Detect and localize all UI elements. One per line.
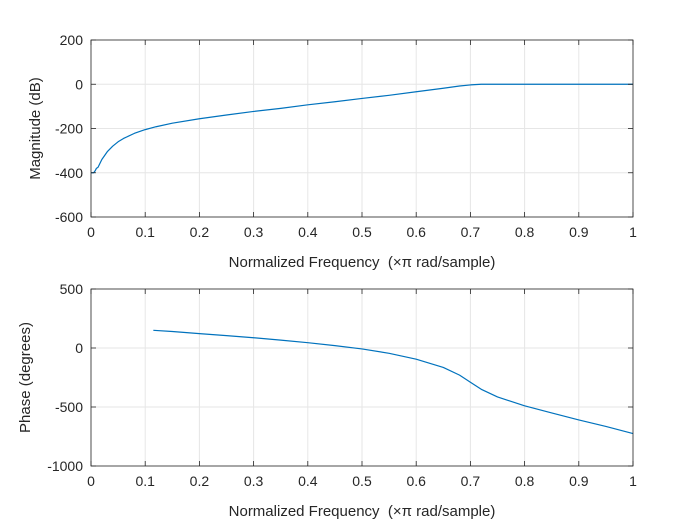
phase-line <box>153 329 634 435</box>
magnitude-x-tick-label: 0.8 <box>515 224 535 240</box>
magnitude-y-tick-label: -600 <box>55 209 83 225</box>
magnitude-x-tick-label: 1 <box>629 224 637 240</box>
phase-x-tick-label: 0.3 <box>244 473 264 489</box>
phase-x-tick-label: 0.8 <box>515 473 535 489</box>
magnitude-ticks: 0 0.1 0.2 0.3 0.4 0.5 0.6 0.7 0.8 0.9 1 -600 -400 -20… <box>55 32 637 240</box>
magnitude-x-tick-label: 0.2 <box>190 224 210 240</box>
magnitude-x-tick-label: 0.9 <box>569 224 589 240</box>
phase-y-tick-label: 0 <box>75 340 83 356</box>
phase-x-tick-label: 0.4 <box>298 473 318 489</box>
magnitude-x-tick-label: 0 <box>87 224 95 240</box>
phase-series <box>153 329 634 435</box>
phase-x-tick-label: 0.1 <box>135 473 155 489</box>
phase-x-tick-label: 0.7 <box>461 473 481 489</box>
magnitude-y-axis-label: Magnitude (dB) <box>27 77 44 180</box>
magnitude-y-tick-label: -400 <box>55 165 83 181</box>
phase-x-tick-label: 0 <box>87 473 95 489</box>
phase-ticks: 0 0.1 0.2 0.3 0.4 0.5 0.6 0.7 0.8 0.9 1 -1000 -500 0 5… <box>47 281 637 489</box>
phase-y-axis-label: Phase (degrees) <box>17 322 34 433</box>
magnitude-x-tick-label: 0.5 <box>352 224 372 240</box>
magnitude-line <box>91 83 633 174</box>
magnitude-y-tick-label: -200 <box>55 121 83 137</box>
magnitude-x-tick-label: 0.1 <box>135 224 155 240</box>
magnitude-y-tick-label: 200 <box>60 32 84 48</box>
phase-axes: 0 0.1 0.2 0.3 0.4 0.5 0.6 0.7 0.8 0.9 1 -1000 -500 0 5… <box>17 281 637 520</box>
phase-x-axis-label: Normalized Frequency (×π rad/sample) <box>229 503 496 520</box>
phase-y-tick-label: -500 <box>55 399 83 415</box>
magnitude-x-tick-label: 0.4 <box>298 224 318 240</box>
magnitude-series <box>91 83 633 174</box>
phase-x-tick-label: 0.6 <box>406 473 426 489</box>
magnitude-axes: 0 0.1 0.2 0.3 0.4 0.5 0.6 0.7 0.8 0.9 1 -600 -400 -20… <box>27 32 637 271</box>
magnitude-x-tick-label: 0.7 <box>461 224 481 240</box>
phase-x-tick-label: 0.5 <box>352 473 372 489</box>
phase-x-tick-label: 0.9 <box>569 473 589 489</box>
magnitude-y-tick-label: 0 <box>75 76 83 92</box>
phase-x-tick-label: 1 <box>629 473 637 489</box>
phase-x-tick-label: 0.2 <box>190 473 210 489</box>
phase-y-tick-label: 500 <box>60 281 84 297</box>
magnitude-x-tick-label: 0.6 <box>406 224 426 240</box>
phase-y-tick-label: -1000 <box>47 458 83 474</box>
magnitude-x-axis-label: Normalized Frequency (×π rad/sample) <box>229 254 496 271</box>
magnitude-x-tick-label: 0.3 <box>244 224 264 240</box>
